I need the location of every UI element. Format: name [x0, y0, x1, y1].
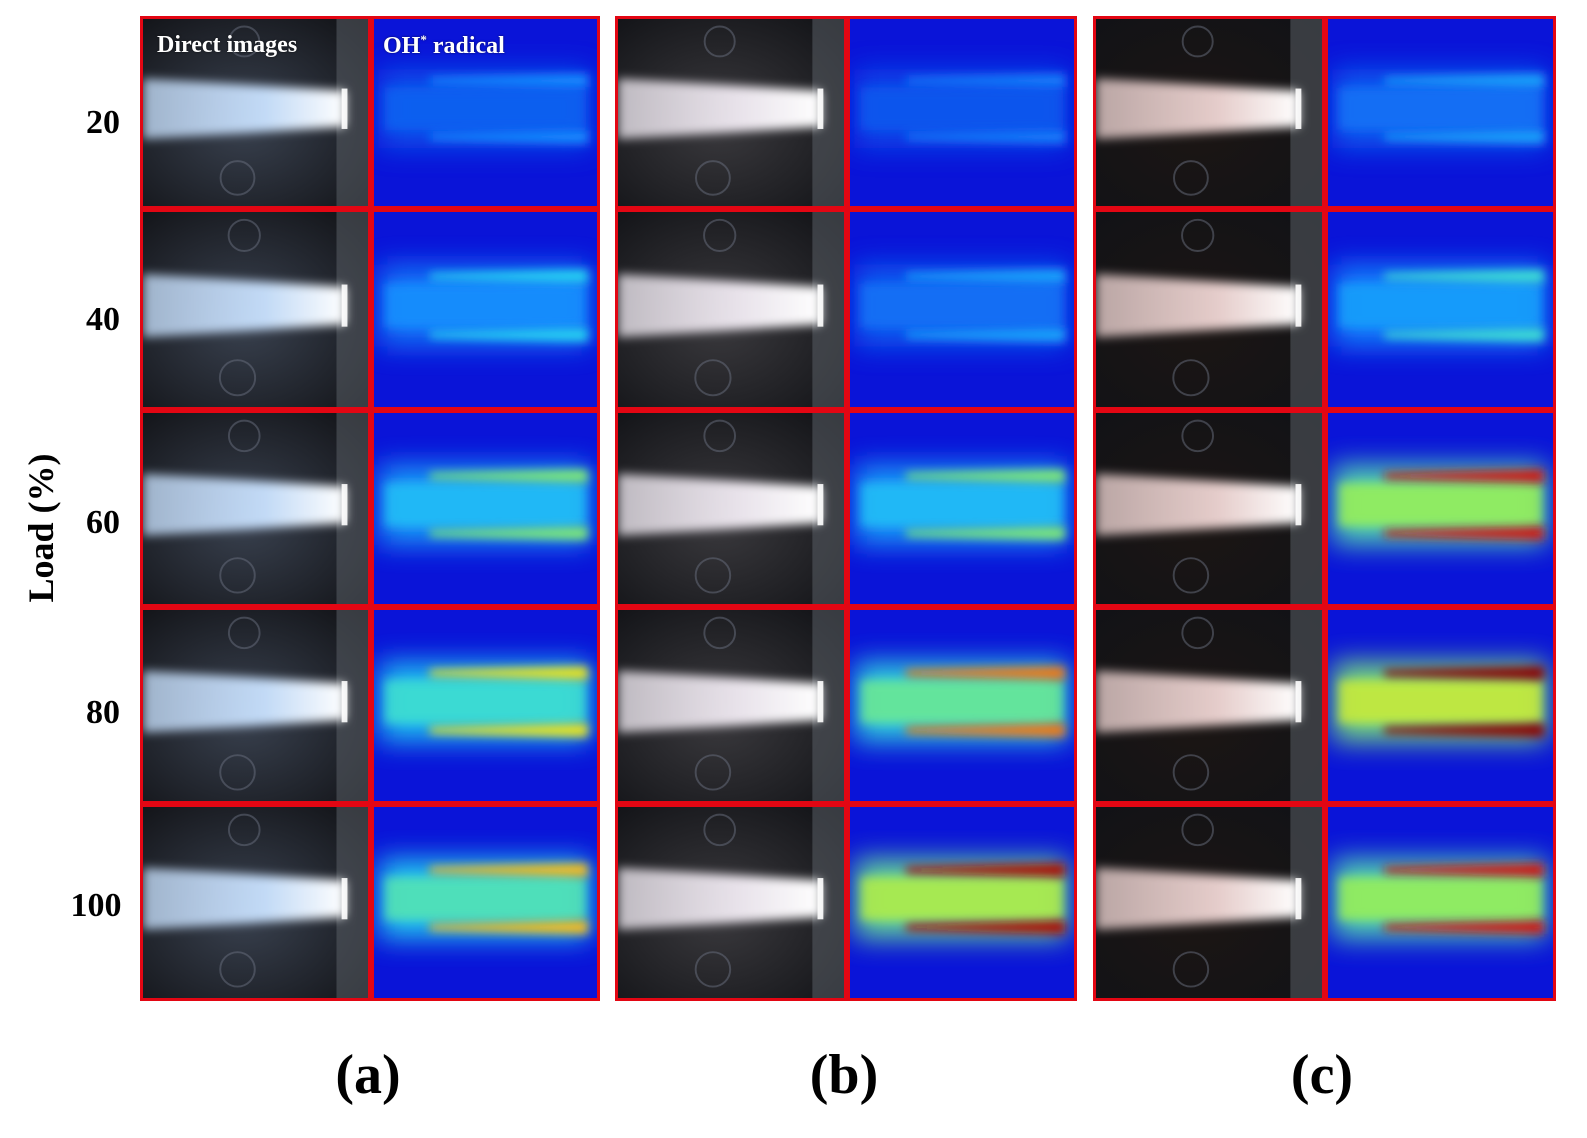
oh-suffix: radical	[426, 33, 505, 59]
oh-radical-cell	[1325, 209, 1556, 410]
load-level-label: 40	[86, 301, 120, 338]
oh-radical-cell	[847, 607, 1077, 804]
oh-radical-cell	[847, 209, 1077, 410]
load-level-label: 80	[86, 694, 120, 731]
oh-superscript: *	[420, 32, 427, 47]
direct-image-cell	[1093, 209, 1325, 410]
panel-label: (a)	[335, 1044, 401, 1106]
oh-radical-cell	[1325, 804, 1556, 1001]
direct-image-cell	[1093, 16, 1325, 209]
oh-radical-cell	[371, 209, 600, 410]
direct-image-cell	[615, 209, 847, 410]
column-header-oh-radical: OH* radical	[383, 32, 505, 60]
direct-image-cell	[1093, 410, 1325, 607]
y-axis-label: Load (%)	[21, 453, 61, 603]
direct-image-cell	[1093, 607, 1325, 804]
direct-image-cell	[1093, 804, 1325, 1001]
direct-image-cell	[140, 16, 371, 209]
oh-radical-cell	[1325, 16, 1556, 209]
direct-image-cell	[615, 410, 847, 607]
direct-image-cell	[615, 607, 847, 804]
column-header-direct-images: Direct images	[157, 32, 298, 58]
oh-radical-cell	[1325, 410, 1556, 607]
direct-image-cell	[140, 804, 371, 1001]
oh-radical-cell	[847, 16, 1077, 209]
oh-radical-cell	[371, 804, 600, 1001]
oh-prefix: OH	[383, 33, 421, 59]
oh-radical-cell	[371, 16, 600, 209]
panel-label: (b)	[809, 1044, 879, 1106]
oh-radical-cell	[847, 804, 1077, 1001]
direct-image-cell	[615, 804, 847, 1001]
direct-image-cell	[140, 607, 371, 804]
load-level-label: 60	[86, 504, 120, 541]
direct-image-cell	[140, 209, 371, 410]
oh-radical-cell	[847, 410, 1077, 607]
panel-label: (c)	[1290, 1044, 1354, 1106]
direct-image-cell	[615, 16, 847, 209]
oh-radical-cell	[1325, 607, 1556, 804]
direct-image-cell	[140, 410, 371, 607]
oh-radical-cell	[371, 607, 600, 804]
load-level-label: 20	[86, 104, 120, 141]
oh-radical-cell	[371, 410, 600, 607]
load-level-label: 100	[70, 887, 122, 924]
